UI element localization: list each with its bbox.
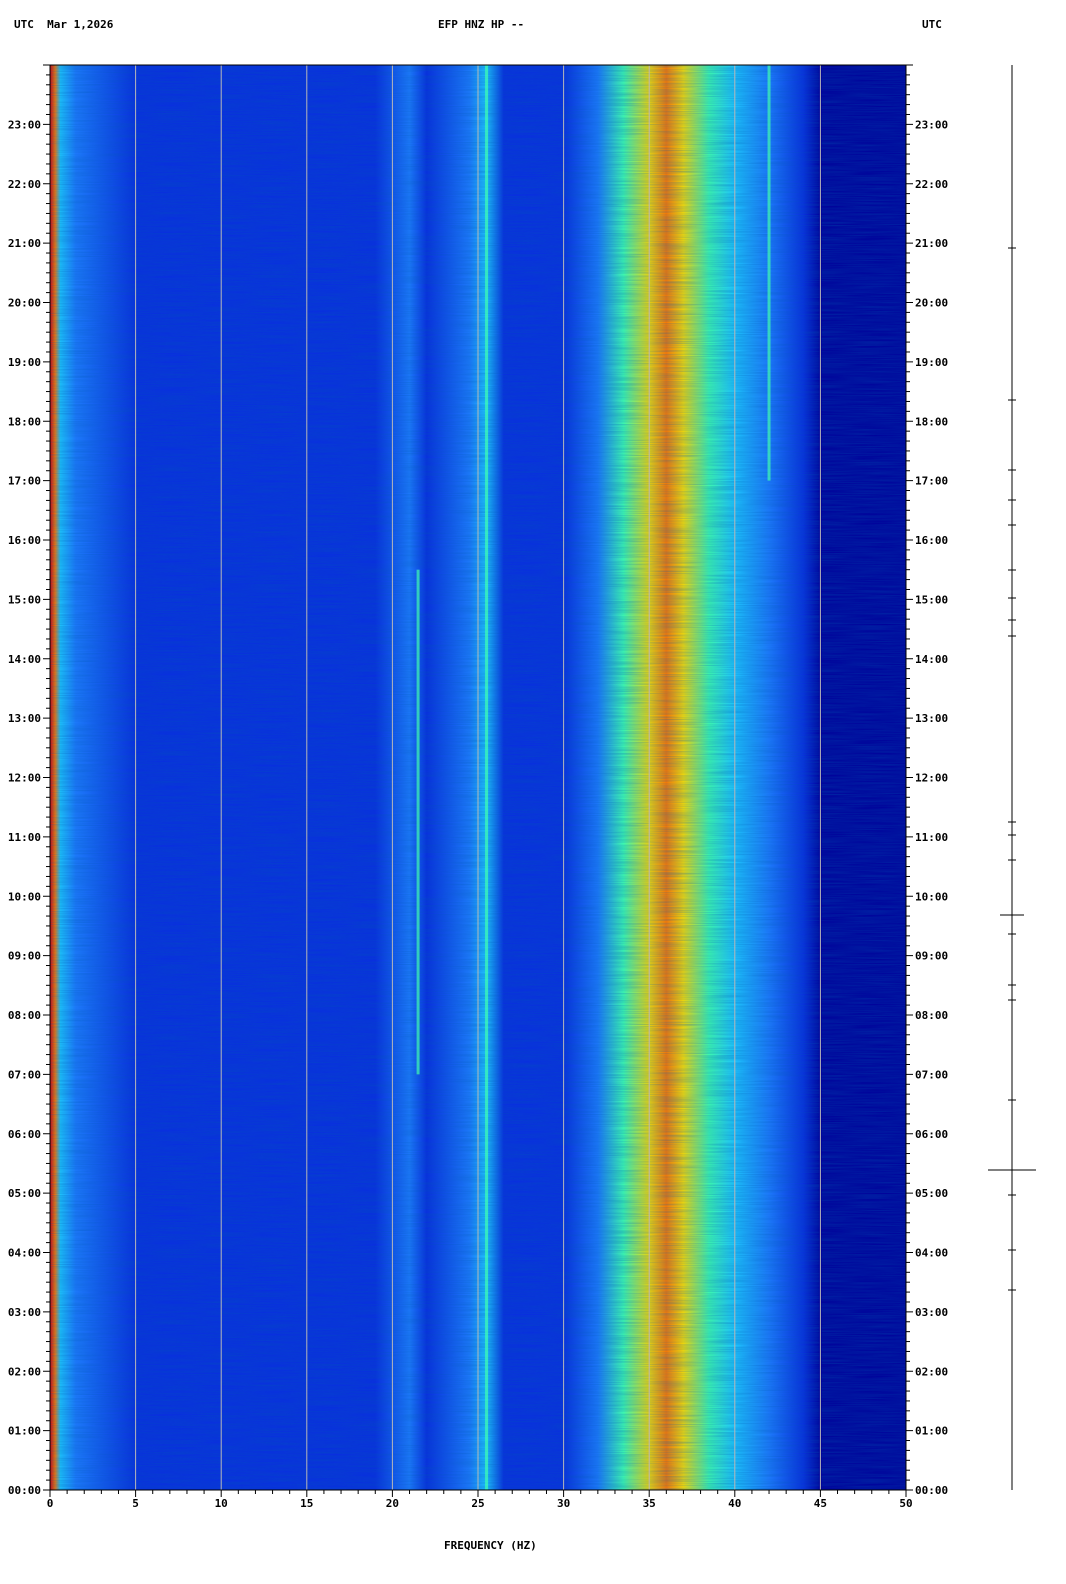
- x-tick-label-25: 25: [471, 1497, 484, 1510]
- y-tick-label-right-06:00: 06:00: [915, 1128, 948, 1141]
- y-tick-label-right-00:00: 00:00: [915, 1484, 948, 1497]
- y-tick-label-left-09:00: 09:00: [8, 950, 41, 963]
- header-station: EFP HNZ HP --: [438, 18, 525, 31]
- y-tick-label-left-14:00: 14:00: [8, 653, 41, 666]
- y-tick-label-left-06:00: 06:00: [8, 1128, 41, 1141]
- y-tick-label-left-05:00: 05:00: [8, 1187, 41, 1200]
- y-tick-label-left-02:00: 02:00: [8, 1365, 41, 1378]
- y-tick-label-right-23:00: 23:00: [915, 118, 948, 131]
- y-tick-label-right-18:00: 18:00: [915, 415, 948, 428]
- feature-band-3: [416, 569, 420, 1075]
- y-tick-label-right-14:00: 14:00: [915, 653, 948, 666]
- y-tick-label-right-11:00: 11:00: [915, 831, 948, 844]
- y-tick-label-right-20:00: 20:00: [915, 297, 948, 310]
- y-tick-label-right-22:00: 22:00: [915, 178, 948, 191]
- y-tick-label-left-15:00: 15:00: [8, 593, 41, 606]
- y-tick-label-left-13:00: 13:00: [8, 712, 41, 725]
- y-tick-label-right-10:00: 10:00: [915, 890, 948, 903]
- x-tick-label-30: 30: [557, 1497, 570, 1510]
- y-tick-label-left-21:00: 21:00: [8, 237, 41, 250]
- x-tick-label-50: 50: [899, 1497, 912, 1510]
- feature-band-4: [767, 65, 771, 481]
- y-tick-label-right-19:00: 19:00: [915, 356, 948, 369]
- y-tick-label-right-05:00: 05:00: [915, 1187, 948, 1200]
- y-tick-label-right-03:00: 03:00: [915, 1306, 948, 1319]
- y-tick-label-right-16:00: 16:00: [915, 534, 948, 547]
- y-tick-label-left-22:00: 22:00: [8, 178, 41, 191]
- y-tick-label-right-13:00: 13:00: [915, 712, 948, 725]
- y-tick-label-right-02:00: 02:00: [915, 1365, 948, 1378]
- y-tick-label-left-16:00: 16:00: [8, 534, 41, 547]
- y-tick-label-right-21:00: 21:00: [915, 237, 948, 250]
- header-date: UTC Mar 1,2026: [14, 18, 114, 31]
- y-tick-label-left-03:00: 03:00: [8, 1306, 41, 1319]
- y-tick-label-right-07:00: 07:00: [915, 1068, 948, 1081]
- x-tick-label-15: 15: [300, 1497, 313, 1510]
- y-tick-label-right-01:00: 01:00: [915, 1425, 948, 1438]
- y-tick-label-right-09:00: 09:00: [915, 950, 948, 963]
- x-tick-label-5: 5: [132, 1497, 139, 1510]
- y-tick-label-right-15:00: 15:00: [915, 593, 948, 606]
- x-tick-label-40: 40: [728, 1497, 741, 1510]
- y-tick-label-left-04:00: 04:00: [8, 1247, 41, 1260]
- y-tick-label-right-08:00: 08:00: [915, 1009, 948, 1022]
- y-tick-label-left-01:00: 01:00: [8, 1425, 41, 1438]
- x-tick-label-0: 0: [47, 1497, 54, 1510]
- header-timezone: UTC: [922, 18, 942, 31]
- y-tick-label-left-08:00: 08:00: [8, 1009, 41, 1022]
- y-tick-label-left-20:00: 20:00: [8, 297, 41, 310]
- y-tick-label-left-12:00: 12:00: [8, 772, 41, 785]
- y-tick-label-right-04:00: 04:00: [915, 1247, 948, 1260]
- x-tick-label-45: 45: [814, 1497, 827, 1510]
- y-tick-label-right-12:00: 12:00: [915, 772, 948, 785]
- y-tick-label-left-23:00: 23:00: [8, 118, 41, 131]
- x-tick-label-35: 35: [643, 1497, 656, 1510]
- y-tick-label-left-10:00: 10:00: [8, 890, 41, 903]
- y-tick-label-left-17:00: 17:00: [8, 475, 41, 488]
- y-tick-label-right-17:00: 17:00: [915, 475, 948, 488]
- x-tick-label-10: 10: [215, 1497, 228, 1510]
- feature-band-2: [485, 65, 489, 1490]
- x-axis-label: FREQUENCY (HZ): [444, 1539, 537, 1552]
- y-tick-label-left-00:00: 00:00: [8, 1484, 41, 1497]
- x-tick-label-20: 20: [386, 1497, 399, 1510]
- y-tick-label-left-11:00: 11:00: [8, 831, 41, 844]
- y-tick-label-left-19:00: 19:00: [8, 356, 41, 369]
- y-tick-label-left-07:00: 07:00: [8, 1068, 41, 1081]
- y-tick-label-left-18:00: 18:00: [8, 415, 41, 428]
